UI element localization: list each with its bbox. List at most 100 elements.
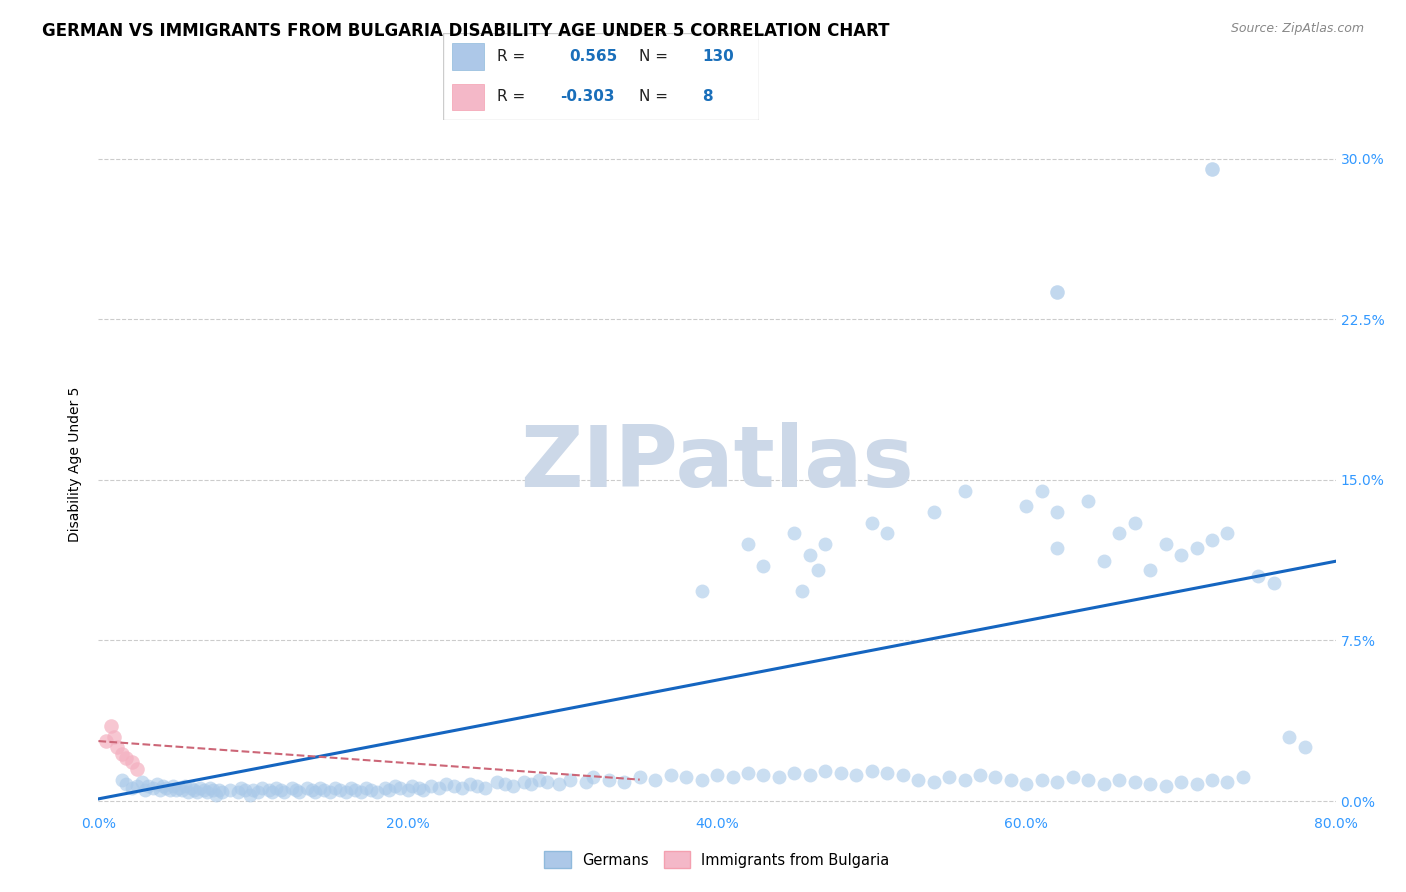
Point	[1278, 730, 1301, 744]
Point	[201, 783, 224, 797]
Text: 130: 130	[703, 49, 734, 64]
Point	[270, 783, 292, 797]
Point	[548, 777, 571, 791]
Text: -0.303: -0.303	[560, 89, 614, 104]
Point	[536, 774, 558, 789]
Text: N =: N =	[640, 89, 668, 104]
Point	[1123, 516, 1146, 530]
Point	[96, 734, 118, 748]
Point	[146, 777, 169, 791]
Point	[162, 779, 184, 793]
Point	[136, 779, 159, 793]
Point	[659, 768, 682, 782]
Point	[131, 774, 153, 789]
Point	[134, 783, 156, 797]
Point	[1046, 774, 1069, 789]
Point	[1046, 541, 1069, 556]
Text: GERMAN VS IMMIGRANTS FROM BULGARIA DISABILITY AGE UNDER 5 CORRELATION CHART: GERMAN VS IMMIGRANTS FROM BULGARIA DISAB…	[42, 22, 890, 40]
Text: ZIPatlas: ZIPatlas	[520, 422, 914, 506]
Point	[1077, 772, 1099, 787]
Point	[1031, 483, 1053, 498]
Point	[152, 779, 174, 793]
Point	[167, 781, 190, 796]
Point	[419, 779, 441, 793]
Point	[165, 783, 187, 797]
Point	[354, 781, 377, 796]
Point	[814, 537, 837, 551]
Point	[721, 771, 744, 785]
Point	[239, 788, 262, 802]
Point	[1216, 774, 1239, 789]
Point	[401, 779, 423, 793]
Point	[1092, 554, 1115, 568]
Point	[876, 526, 898, 541]
Point	[1123, 774, 1146, 789]
Point	[520, 777, 543, 791]
Point	[308, 781, 330, 796]
Point	[211, 785, 233, 799]
Point	[304, 785, 326, 799]
Point	[876, 766, 898, 780]
Point	[582, 771, 605, 785]
Point	[159, 783, 181, 797]
Point	[273, 785, 295, 799]
Point	[953, 483, 976, 498]
Point	[513, 774, 536, 789]
Point	[1031, 772, 1053, 787]
Point	[205, 788, 228, 802]
Point	[922, 774, 945, 789]
Point	[111, 747, 134, 761]
Point	[408, 781, 430, 796]
Point	[319, 785, 342, 799]
Point	[115, 777, 138, 791]
Legend: Germans, Immigrants from Bulgaria: Germans, Immigrants from Bulgaria	[538, 846, 896, 874]
Point	[575, 774, 598, 789]
Point	[1263, 575, 1285, 590]
Point	[329, 783, 352, 797]
Point	[177, 785, 200, 799]
Point	[1139, 777, 1161, 791]
Point	[170, 783, 193, 797]
Point	[768, 771, 790, 785]
Point	[1201, 772, 1223, 787]
Point	[938, 771, 960, 785]
Point	[378, 783, 401, 797]
Point	[174, 779, 197, 793]
Point	[474, 781, 496, 796]
Point	[1108, 772, 1130, 787]
Point	[1154, 779, 1177, 793]
Point	[388, 781, 412, 796]
Point	[366, 785, 388, 799]
Point	[458, 777, 481, 791]
FancyBboxPatch shape	[453, 44, 484, 70]
Point	[323, 781, 346, 796]
Point	[111, 772, 134, 787]
Point	[195, 785, 218, 799]
Point	[807, 563, 830, 577]
Point	[198, 781, 221, 796]
Point	[502, 779, 524, 793]
Point	[1108, 526, 1130, 541]
Point	[281, 781, 304, 796]
Point	[1294, 740, 1316, 755]
Point	[1201, 533, 1223, 547]
Point	[257, 783, 280, 797]
Point	[790, 584, 813, 599]
Point	[360, 783, 382, 797]
Point	[598, 772, 620, 787]
Point	[1062, 771, 1084, 785]
Point	[706, 768, 728, 782]
Point	[436, 777, 458, 791]
Point	[105, 740, 128, 755]
FancyBboxPatch shape	[453, 84, 484, 110]
Point	[100, 719, 122, 733]
Point	[907, 772, 929, 787]
Point	[814, 764, 837, 778]
Point	[1000, 772, 1022, 787]
Point	[427, 781, 450, 796]
Y-axis label: Disability Age Under 5: Disability Age Under 5	[69, 386, 83, 541]
Point	[1092, 777, 1115, 791]
Point	[1201, 162, 1223, 177]
Point	[1046, 505, 1069, 519]
Point	[396, 783, 419, 797]
